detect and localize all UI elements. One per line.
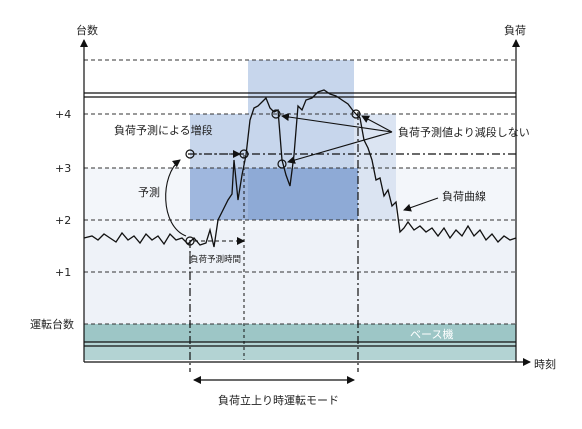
y-tick-plus1: +1 xyxy=(55,266,71,279)
y-tick-plus2: +2 xyxy=(55,214,71,227)
base-unit-band-inner xyxy=(84,342,516,360)
label-forecast: 予測 xyxy=(138,185,160,199)
peak-circle-left xyxy=(271,109,281,119)
forecast-curve-arrow xyxy=(165,159,187,237)
label-base-unit: ベース機 xyxy=(410,327,453,341)
no-decrease-arrow-left xyxy=(281,113,393,133)
load-curve xyxy=(83,89,517,248)
y-tick-plus4: +4 xyxy=(55,108,71,121)
y-tick-plus3: +3 xyxy=(55,162,71,175)
y-left-title: 台数 xyxy=(76,23,98,37)
label-forecast-time: 負荷予測時間 xyxy=(190,254,241,265)
label-rising-mode: 負荷立上り時運転モード xyxy=(218,393,339,407)
reference-lines xyxy=(84,59,516,325)
load-curve-arrow xyxy=(403,197,439,212)
no-decrease-arrow-right xyxy=(361,115,393,133)
dip-circle xyxy=(277,159,287,169)
label-no-decrease: 負荷予測値より減段しない xyxy=(398,125,530,139)
label-load-curve: 負荷曲線 xyxy=(442,189,486,203)
no-decrease-arrow-dip xyxy=(287,131,393,164)
label-increase-by-forecast: 負荷予測による増段 xyxy=(114,123,213,137)
y-tick-running-units: 運転台数 xyxy=(30,317,74,331)
x-title: 時刻 xyxy=(534,357,556,371)
stage-block-dark2 xyxy=(248,168,358,220)
y-right-title: 負荷 xyxy=(504,24,526,37)
peak-circle-right xyxy=(351,109,361,119)
